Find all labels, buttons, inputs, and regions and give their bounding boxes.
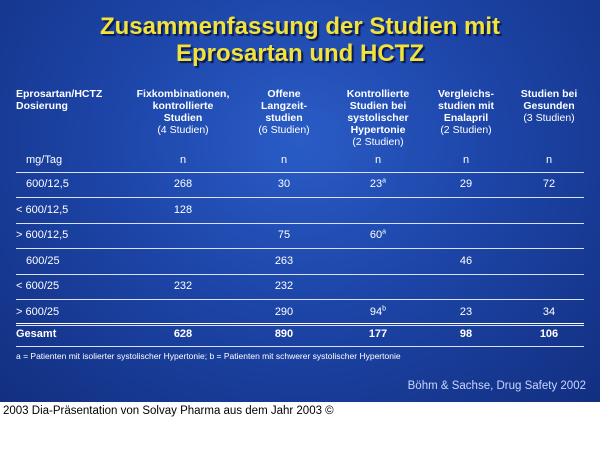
total-cell: 98	[459, 328, 473, 340]
row-divider	[16, 248, 584, 249]
cell-value: 263	[274, 255, 294, 267]
cell-value: 23	[459, 306, 473, 318]
cell-value: 75	[277, 229, 291, 241]
table-cell: 263	[240, 255, 328, 268]
header-langzeit: Offene Langzeit- studien (6 Studien)	[240, 88, 328, 136]
header-subtext: (2 Studien)	[440, 124, 492, 136]
total-cell: 177	[368, 328, 388, 340]
slide: Zusammenfassung der Studien mit Eprosart…	[0, 0, 600, 402]
total-label: Gesamt	[16, 328, 57, 340]
table-cell: 94b	[330, 305, 426, 319]
source-citation: Böhm & Sachse, Drug Safety 2002	[407, 380, 586, 392]
footnote-marker: b	[382, 305, 387, 313]
cell-value: 232	[274, 280, 294, 292]
cell-value: 72	[542, 178, 556, 190]
header-text: Kontrollierte Studien bei systolischer H…	[346, 88, 410, 136]
header-systolisch: Kontrollierte Studien bei systolischer H…	[330, 88, 426, 148]
header-subtext: (2 Studien)	[352, 136, 404, 148]
cell-value: 23	[369, 178, 383, 190]
header-subtext: (6 Studien)	[258, 124, 310, 136]
header-text: Offene Langzeit- studien	[260, 88, 308, 124]
footnote-marker: a	[382, 228, 387, 236]
table-cell: 46	[426, 255, 506, 268]
total-divider	[16, 323, 584, 324]
header-subtext: (3 Studien)	[523, 112, 575, 124]
cell-value: 46	[459, 255, 473, 267]
unit-cell: n	[179, 154, 187, 166]
table-cell: 268	[128, 178, 238, 191]
unit-label: mg/Tag	[26, 154, 63, 166]
cell-value: 94	[369, 306, 383, 318]
cell-value: 128	[173, 204, 193, 216]
total-cell: 106	[539, 328, 559, 340]
header-fixkombination: Fixkombinationen, kontrollierte Studien …	[128, 88, 238, 136]
row-divider	[16, 346, 584, 347]
header-dosierung: Eprosartan/HCTZ Dosierung	[16, 88, 131, 112]
row-label: 600/25	[26, 255, 60, 267]
unit-cell: n	[280, 154, 288, 166]
image-caption: 2003 Dia-Präsentation von Solvay Pharma …	[3, 405, 334, 417]
cell-value: 290	[274, 306, 294, 318]
cell-value: 268	[173, 178, 193, 190]
cell-value: 29	[459, 178, 473, 190]
table-cell: 232	[128, 280, 238, 293]
table-cell: 232	[240, 280, 328, 293]
cell-value: 30	[277, 178, 291, 190]
footnote-marker: a	[382, 177, 387, 185]
header-enalapril: Vergleichs- studien mit Enalapril (2 Stu…	[426, 88, 506, 136]
header-text: Fixkombinationen, kontrollierte Studien	[136, 88, 230, 124]
header-text: Eprosartan/HCTZ Dosierung	[16, 88, 103, 112]
cell-value: 232	[173, 280, 193, 292]
row-label: > 600/25	[16, 306, 60, 318]
row-label: < 600/25	[16, 280, 60, 292]
footnote: a = Patienten mit isolierter systolische…	[16, 351, 401, 361]
unit-cell: n	[462, 154, 470, 166]
slide-title: Zusammenfassung der Studien mit Eprosart…	[0, 13, 600, 67]
row-divider	[16, 172, 584, 173]
cell-value: 60	[369, 229, 383, 241]
cell-value: 34	[542, 306, 556, 318]
table-cell: 128	[128, 204, 238, 217]
row-divider	[16, 299, 584, 300]
row-divider	[16, 223, 584, 224]
total-cell: 628	[173, 328, 193, 340]
unit-cell: n	[374, 154, 382, 166]
title-line-1: Zusammenfassung der Studien mit	[99, 13, 501, 40]
table-cell: 23	[426, 306, 506, 319]
row-label: < 600/12,5	[16, 204, 69, 216]
row-divider	[16, 325, 584, 326]
header-text: Studien bei Gesunden	[520, 88, 578, 112]
header-text: Vergleichs- studien mit Enalapril	[437, 88, 495, 124]
header-gesunde: Studien bei Gesunden (3 Studien)	[508, 88, 590, 124]
row-divider	[16, 197, 584, 198]
title-line-2: Eprosartan und HCTZ	[175, 40, 424, 67]
table-cell: 75	[240, 229, 328, 242]
unit-cell: n	[545, 154, 553, 166]
table-cell: 30	[240, 178, 328, 191]
row-label: 600/12,5	[26, 178, 69, 190]
row-divider	[16, 274, 584, 275]
row-label: > 600/12,5	[16, 229, 69, 241]
table-cell: 72	[508, 178, 590, 191]
table-cell: 290	[240, 306, 328, 319]
table-cell: 23a	[330, 177, 426, 191]
table-cell: 34	[508, 306, 590, 319]
table-cell: 29	[426, 178, 506, 191]
table-cell: 60a	[330, 228, 426, 242]
header-subtext: (4 Studien)	[157, 124, 209, 136]
total-cell: 890	[274, 328, 294, 340]
